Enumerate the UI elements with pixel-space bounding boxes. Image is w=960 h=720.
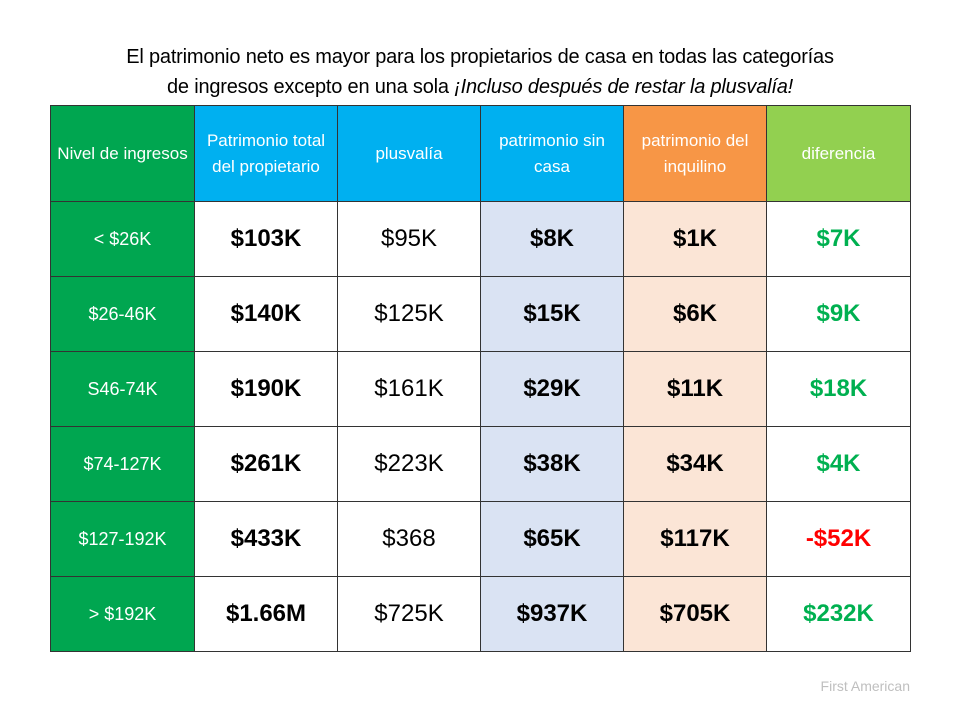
- header-equity: plusvalía: [337, 105, 481, 202]
- income-cell: $26-46K: [50, 276, 195, 352]
- owner-total-cell: $261K: [194, 426, 338, 502]
- without-home-cell: $29K: [480, 351, 624, 427]
- table-row: $74-127K $261K $223K $38K $34K $4K: [50, 426, 911, 502]
- table-row: $26-46K $140K $125K $15K $6K $9K: [50, 276, 911, 352]
- without-home-cell: $65K: [480, 501, 624, 577]
- equity-cell: $95K: [337, 201, 481, 277]
- without-home-cell: $38K: [480, 426, 624, 502]
- table-row: < $26K $103K $95K $8K $1K $7K: [50, 201, 911, 277]
- header-income: Nivel de ingresos: [50, 105, 195, 202]
- header-owner-total: Patrimonio total del propietario: [194, 105, 338, 202]
- income-cell: $127-192K: [50, 501, 195, 577]
- difference-cell: $9K: [766, 276, 911, 352]
- renter-cell: $11K: [623, 351, 767, 427]
- income-cell: $74-127K: [50, 426, 195, 502]
- source-label: First American: [820, 678, 910, 694]
- title-line-2-plain: de ingresos excepto en una sola: [167, 76, 455, 98]
- header-renter: patrimonio del inquilino: [623, 105, 767, 202]
- table-row: $127-192K $433K $368 $65K $117K -$52K: [50, 501, 911, 577]
- title-line-1: El patrimonio neto es mayor para los pro…: [126, 46, 834, 68]
- header-difference: diferencia: [766, 105, 911, 202]
- difference-cell: -$52K: [766, 501, 911, 577]
- renter-cell: $1K: [623, 201, 767, 277]
- renter-cell: $705K: [623, 576, 767, 652]
- difference-cell: $7K: [766, 201, 911, 277]
- owner-total-cell: $433K: [194, 501, 338, 577]
- renter-cell: $34K: [623, 426, 767, 502]
- owner-total-cell: $190K: [194, 351, 338, 427]
- owner-total-cell: $140K: [194, 276, 338, 352]
- without-home-cell: $15K: [480, 276, 624, 352]
- equity-cell: $368: [337, 501, 481, 577]
- header-row: Nivel de ingresos Patrimonio total del p…: [50, 105, 911, 202]
- income-cell: S46-74K: [50, 351, 195, 427]
- without-home-cell: $937K: [480, 576, 624, 652]
- renter-cell: $6K: [623, 276, 767, 352]
- income-cell: < $26K: [50, 201, 195, 277]
- equity-cell: $725K: [337, 576, 481, 652]
- table-row: S46-74K $190K $161K $29K $11K $18K: [50, 351, 911, 427]
- slide-title: El patrimonio neto es mayor para los pro…: [0, 42, 960, 102]
- net-worth-table: Nivel de ingresos Patrimonio total del p…: [50, 105, 911, 652]
- equity-cell: $161K: [337, 351, 481, 427]
- table-row: > $192K $1.66M $725K $937K $705K $232K: [50, 576, 911, 652]
- difference-cell: $18K: [766, 351, 911, 427]
- equity-cell: $125K: [337, 276, 481, 352]
- title-line-2: de ingresos excepto en una sola ¡Incluso…: [0, 72, 960, 102]
- owner-total-cell: $103K: [194, 201, 338, 277]
- header-without-home: patrimonio sin casa: [480, 105, 624, 202]
- title-line-2-italic: ¡Incluso después de restar la plusvalía!: [454, 76, 793, 98]
- equity-cell: $223K: [337, 426, 481, 502]
- income-cell: > $192K: [50, 576, 195, 652]
- without-home-cell: $8K: [480, 201, 624, 277]
- owner-total-cell: $1.66M: [194, 576, 338, 652]
- difference-cell: $4K: [766, 426, 911, 502]
- renter-cell: $117K: [623, 501, 767, 577]
- difference-cell: $232K: [766, 576, 911, 652]
